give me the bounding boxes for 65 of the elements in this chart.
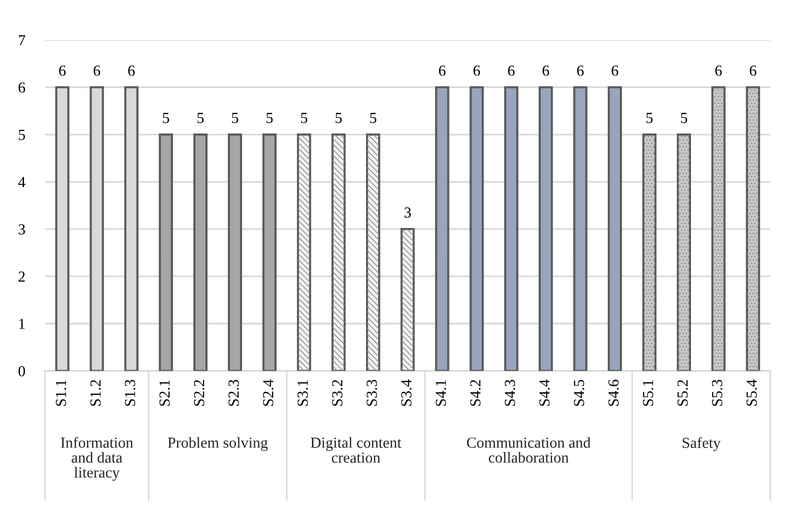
data-label: 5 <box>162 112 170 124</box>
text: Communication and collaboration <box>466 437 590 463</box>
x-tick-label: S5.2 <box>677 380 688 406</box>
data-label: 5 <box>646 112 653 124</box>
y-tick-label: 5 <box>18 130 25 140</box>
x-tick-label: S5.1 <box>642 380 654 406</box>
data-label: 6 <box>439 66 446 76</box>
text: Information and data literacy <box>60 436 134 481</box>
text: Problem solving <box>168 437 268 451</box>
data-label: 5 <box>370 112 376 124</box>
y-tick-label: 7 <box>18 35 26 46</box>
x-tick-label: S2.1 <box>159 380 170 406</box>
data-label: 5 <box>680 112 688 124</box>
x-tick-label: S3.4 <box>401 379 412 406</box>
x-tick-label: S2.2 <box>194 380 204 406</box>
x-tick-label: S3.2 <box>332 380 342 406</box>
bar <box>262 133 277 371</box>
y-tick-label: 2 <box>18 272 25 282</box>
data-label: 5 <box>301 112 308 124</box>
x-tick-label: S1.2 <box>90 380 101 406</box>
x-tick-label: S5.3 <box>712 380 722 406</box>
bar <box>158 133 173 371</box>
data-label: 6 <box>577 66 584 76</box>
bar <box>193 133 208 371</box>
x-tick-label: S2.4 <box>263 379 274 406</box>
data-label: 3 <box>404 207 411 218</box>
bar <box>470 86 484 371</box>
x-tick-label: S3.3 <box>366 380 377 406</box>
bar <box>573 86 588 371</box>
x-tick-label: S4.1 <box>436 380 446 406</box>
bar <box>228 133 242 371</box>
data-label: 6 <box>542 66 550 76</box>
data-label: 6 <box>59 66 66 76</box>
data-label: 6 <box>715 66 722 76</box>
bar <box>538 86 553 371</box>
x-tick-label: S4.6 <box>608 380 619 406</box>
data-label: 5 <box>198 112 204 124</box>
data-label: 6 <box>94 66 100 76</box>
x-tick-label: S4.4 <box>539 379 550 406</box>
bar <box>608 86 622 371</box>
data-label: 6 <box>474 66 480 76</box>
data-label: 6 <box>508 66 515 76</box>
x-tick-label: S3.1 <box>298 380 308 406</box>
text: Safety <box>682 437 721 452</box>
x-tick-label: S1.1 <box>56 380 66 406</box>
data-label: 6 <box>750 66 756 76</box>
data-label: 5 <box>336 112 342 124</box>
x-tick-label: S4.3 <box>504 380 516 406</box>
x-tick-label: S5.4 <box>746 379 757 406</box>
data-label: 5 <box>232 112 238 124</box>
data-label: 5 <box>266 112 273 124</box>
y-tick-label: 0 <box>18 366 26 376</box>
x-tick-label: S4.2 <box>470 380 481 406</box>
text: Digital content creation <box>310 437 402 463</box>
y-tick-label: 1 <box>19 318 25 329</box>
bar <box>504 86 518 371</box>
x-tick-label: S1.3 <box>124 380 136 406</box>
data-label: 6 <box>612 66 618 76</box>
y-tick-label: 3 <box>18 224 25 235</box>
data-label: 6 <box>128 66 135 76</box>
x-tick-label: S2.3 <box>228 380 239 406</box>
y-tick-label: 4 <box>18 177 26 188</box>
bar <box>435 86 450 371</box>
x-tick-label: S4.5 <box>574 380 584 406</box>
y-tick-label: 6 <box>18 82 26 93</box>
